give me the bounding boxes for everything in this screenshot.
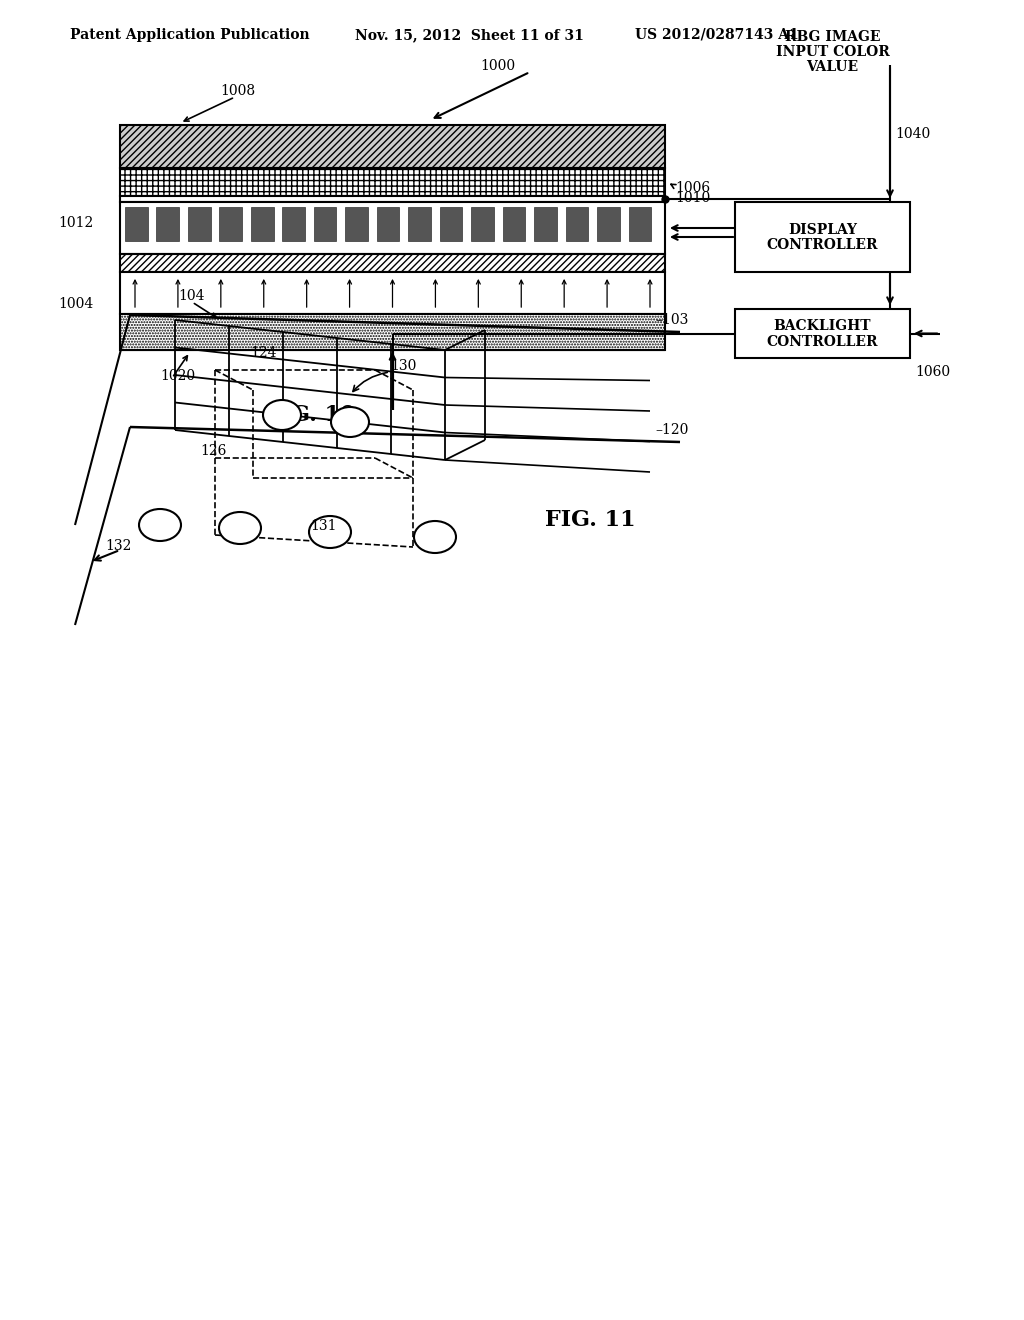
Text: RBG IMAGE: RBG IMAGE xyxy=(784,30,881,44)
Text: 1000: 1000 xyxy=(480,59,515,73)
Bar xyxy=(409,207,431,242)
Bar xyxy=(125,207,147,242)
Text: FIG. 11: FIG. 11 xyxy=(545,510,635,531)
Bar xyxy=(251,207,273,242)
Bar xyxy=(629,207,651,242)
Bar xyxy=(120,314,665,350)
Bar xyxy=(735,309,910,358)
Text: CONTROLLER: CONTROLLER xyxy=(767,238,879,252)
Text: 1006: 1006 xyxy=(675,181,710,195)
Bar xyxy=(120,253,665,272)
Ellipse shape xyxy=(263,400,301,430)
Text: Patent Application Publication: Patent Application Publication xyxy=(70,28,309,42)
Text: BACKLIGHT: BACKLIGHT xyxy=(774,319,871,334)
Text: –103: –103 xyxy=(655,313,688,327)
Bar xyxy=(120,168,665,195)
Text: 1012: 1012 xyxy=(58,216,93,230)
Ellipse shape xyxy=(309,516,351,548)
Bar xyxy=(535,207,557,242)
Text: 1010: 1010 xyxy=(675,191,711,205)
Ellipse shape xyxy=(219,512,261,544)
Bar xyxy=(120,202,665,253)
Bar xyxy=(188,207,211,242)
Ellipse shape xyxy=(331,407,369,437)
Text: FIG. 10: FIG. 10 xyxy=(265,404,355,426)
Ellipse shape xyxy=(139,510,181,541)
Bar xyxy=(157,207,179,242)
Bar xyxy=(503,207,525,242)
Text: 130: 130 xyxy=(390,359,417,374)
Ellipse shape xyxy=(414,521,456,553)
Bar xyxy=(471,207,494,242)
Text: 1020: 1020 xyxy=(160,370,196,383)
Bar xyxy=(565,207,588,242)
Bar xyxy=(597,207,620,242)
Text: 1004: 1004 xyxy=(58,297,93,312)
Text: 104: 104 xyxy=(178,289,205,304)
Bar xyxy=(120,125,665,168)
Text: DISPLAY: DISPLAY xyxy=(788,223,857,238)
Bar xyxy=(345,207,368,242)
Bar xyxy=(377,207,399,242)
Text: –120: –120 xyxy=(655,422,688,437)
Bar xyxy=(283,207,305,242)
Text: 1008: 1008 xyxy=(220,84,255,98)
Bar xyxy=(439,207,463,242)
Text: 131: 131 xyxy=(310,519,337,533)
Text: 132: 132 xyxy=(105,539,131,553)
Text: VALUE: VALUE xyxy=(807,59,858,74)
Text: US 2012/0287143 A1: US 2012/0287143 A1 xyxy=(635,28,799,42)
Bar xyxy=(120,195,665,202)
Bar xyxy=(313,207,337,242)
Text: CONTROLLER: CONTROLLER xyxy=(767,334,879,348)
Text: 126: 126 xyxy=(200,444,226,458)
Text: INPUT COLOR: INPUT COLOR xyxy=(775,45,890,59)
Bar xyxy=(219,207,242,242)
Bar xyxy=(120,272,665,314)
Bar xyxy=(735,202,910,272)
Text: 124: 124 xyxy=(250,346,276,360)
Text: 1040: 1040 xyxy=(895,127,930,140)
Text: Nov. 15, 2012  Sheet 11 of 31: Nov. 15, 2012 Sheet 11 of 31 xyxy=(355,28,584,42)
Text: 1060: 1060 xyxy=(915,366,950,379)
